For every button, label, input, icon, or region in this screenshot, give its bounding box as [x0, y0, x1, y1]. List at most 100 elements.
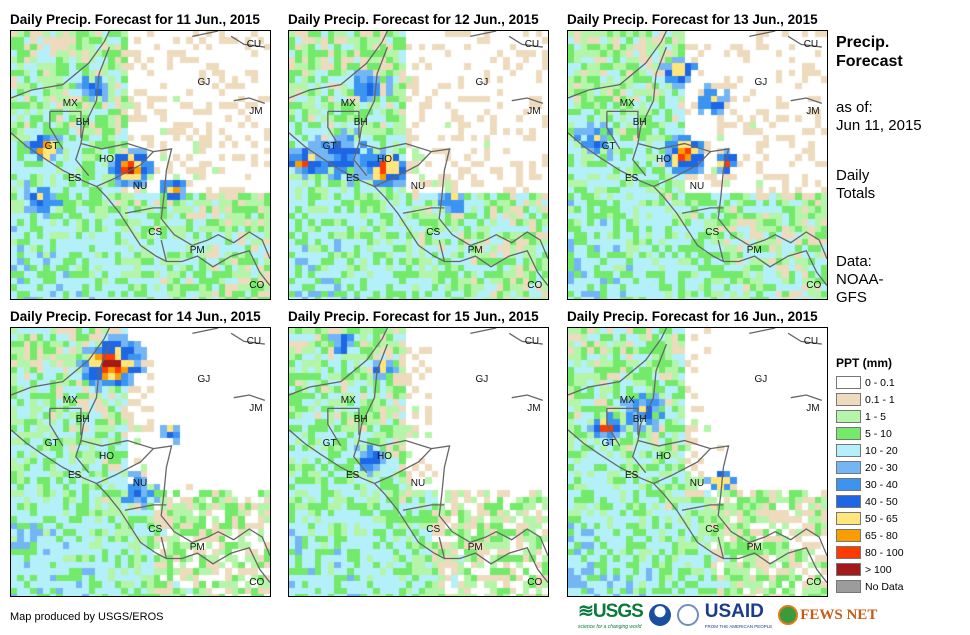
logos: ≋USGS science for a changing world USAID… — [578, 600, 877, 630]
boundary-line — [80, 46, 270, 260]
legend-item: 1 - 5 — [836, 408, 904, 425]
country-label-mx: MX — [62, 395, 78, 406]
boundary-line — [374, 151, 432, 188]
legend-label: No Data — [865, 580, 904, 593]
usgs-waves-icon: ≋ — [578, 601, 594, 622]
country-label-ho: HO — [377, 451, 393, 463]
legend-item: 40 - 50 — [836, 493, 904, 510]
country-label-pm: PM — [189, 542, 205, 554]
legend-swatch — [836, 546, 861, 559]
noaa-logo — [648, 604, 671, 626]
country-label-cs: CS — [705, 523, 720, 535]
boundary-line — [49, 407, 82, 436]
boundary-line — [96, 151, 154, 188]
boundary-line — [124, 207, 167, 214]
boundary-line — [568, 328, 668, 396]
legend-item: 5 - 10 — [836, 425, 904, 442]
legend-label: 80 - 100 — [865, 546, 904, 559]
boundary-line — [787, 35, 822, 48]
boundary-line — [80, 343, 270, 557]
legend-item: 50 - 65 — [836, 510, 904, 527]
country-label-mx: MX — [619, 395, 635, 406]
boundary-line — [124, 504, 167, 511]
country-label-co: CO — [527, 577, 543, 589]
boundary-line — [511, 394, 544, 401]
boundary-line — [681, 207, 724, 214]
country-label-mx: MX — [340, 98, 356, 109]
boundary-line — [508, 332, 543, 345]
legend-item: 80 - 100 — [836, 544, 904, 561]
boundary-line — [438, 536, 446, 559]
legend-item: 0 - 0.1 — [836, 374, 904, 391]
country-label-es: ES — [624, 173, 639, 185]
country-label-gt: GT — [601, 140, 616, 152]
country-boundaries — [289, 31, 548, 286]
country-label-es: ES — [345, 173, 360, 185]
boundary-line — [49, 110, 82, 139]
usgs-tagline: science for a changing world — [578, 624, 642, 630]
forecast-map-panel: MX BH GT HO ES NU CS PM CO CU GJ JM — [10, 327, 271, 597]
country-label-es: ES — [67, 470, 82, 482]
legend-item: No Data — [836, 578, 904, 595]
boundary-line — [353, 440, 368, 474]
boundary-line — [289, 429, 548, 583]
legend-label: 0 - 0.1 — [865, 376, 895, 389]
country-label-jm: JM — [806, 403, 820, 415]
boundary-line — [327, 111, 342, 150]
boundary-line — [470, 31, 497, 37]
country-label-cu: CU — [803, 336, 819, 348]
daily-label: Daily — [836, 167, 870, 184]
country-label-ho: HO — [656, 154, 672, 166]
country-label-nu: NU — [132, 181, 148, 193]
panel-title: Daily Precip. Forecast for 13 Jun., 2015 — [567, 12, 818, 27]
boundary-line — [230, 35, 265, 48]
legend-label: 10 - 20 — [865, 444, 898, 457]
legend-swatch — [836, 512, 861, 525]
boundary-line — [637, 46, 827, 260]
boundary-line — [717, 536, 725, 559]
country-boundaries — [289, 328, 548, 583]
boundary-line — [632, 440, 647, 474]
boundary-line — [568, 429, 827, 583]
usaid-tagline: FROM THE AMERICAN PEOPLE — [704, 624, 773, 629]
country-label-bh: BH — [632, 116, 647, 128]
boundary-line — [790, 394, 823, 401]
legend-item: > 100 — [836, 561, 904, 578]
boundary-line — [289, 132, 548, 286]
country-label-co: CO — [249, 577, 265, 589]
country-label-pm: PM — [746, 542, 762, 554]
fewsnet-logo: FEWS NET — [778, 605, 877, 625]
legend-label: 1 - 5 — [865, 410, 887, 423]
legend-swatch — [836, 461, 861, 474]
boundary-line — [96, 448, 154, 485]
country-label-co: CO — [249, 280, 265, 292]
legend-label: 5 - 10 — [865, 427, 892, 440]
forecast-map-panel: MX BH GT HO ES NU CS PM CO CU GJ JM — [288, 327, 549, 597]
country-label-pm: PM — [467, 245, 483, 257]
totals-label: Totals — [836, 185, 876, 202]
legend-label: 0.1 - 1 — [865, 393, 895, 406]
legend-swatch — [836, 478, 861, 491]
legend-swatch — [836, 427, 861, 440]
fewsnet-wordmark: FEWS NET — [800, 606, 878, 623]
country-label-jm: JM — [806, 106, 820, 118]
legend-swatch — [836, 580, 861, 593]
boundary-line — [637, 343, 827, 557]
country-label-gt: GT — [322, 140, 337, 152]
country-label-bh: BH — [632, 413, 647, 425]
boundary-line — [11, 31, 111, 99]
boundary-line — [606, 408, 621, 447]
country-label-gj: GJ — [197, 373, 211, 385]
legend-label: 30 - 40 — [865, 478, 898, 491]
country-label-ho: HO — [99, 451, 115, 463]
boundary-line — [508, 35, 543, 48]
country-label-cs: CS — [705, 226, 720, 238]
forecast-map-panel: MX BH GT HO ES NU CS PM CO CU GJ JM — [288, 30, 549, 300]
boundary-line — [289, 328, 389, 396]
country-label-ho: HO — [377, 154, 393, 166]
legend-swatch — [836, 376, 861, 389]
panel-title: Daily Precip. Forecast for 12 Jun., 2015 — [288, 12, 539, 27]
boundary-line — [11, 132, 270, 286]
country-label-gt: GT — [44, 140, 59, 152]
forecast-map-panel: MX BH GT HO ES NU CS PM CO CU GJ JM — [567, 30, 828, 300]
